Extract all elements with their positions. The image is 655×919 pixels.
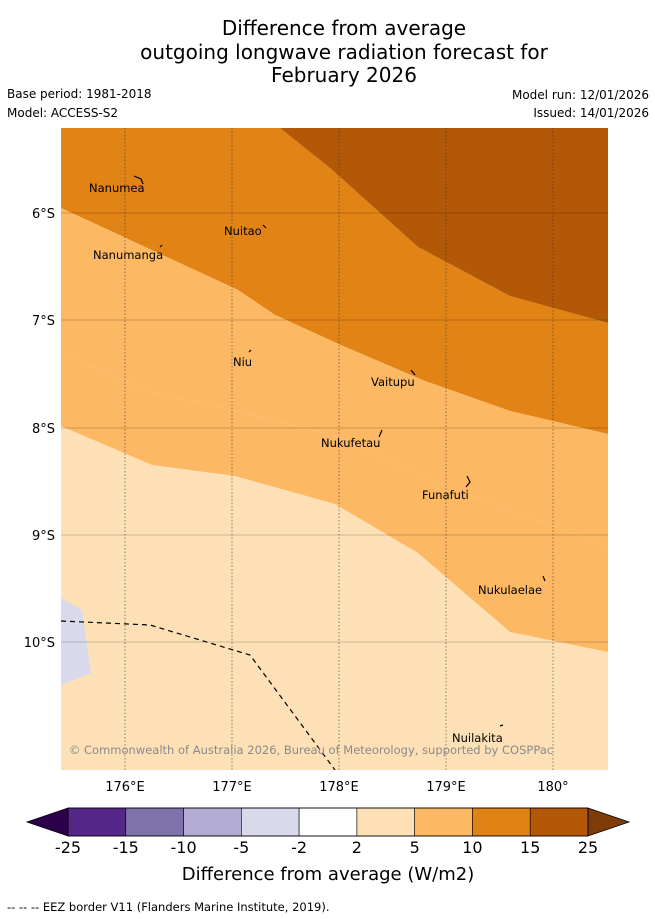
colorbar-tick-label: -2 bbox=[291, 838, 307, 857]
eez-footnote: -- -- -- EEZ border V11 (Flanders Marine… bbox=[7, 900, 329, 914]
anomaly-band-5-10 bbox=[61, 353, 608, 652]
place-label: Nanumea bbox=[89, 181, 145, 195]
lat-label: 6°S bbox=[32, 207, 55, 222]
base-period: Base period: 1981-2018 bbox=[7, 87, 152, 101]
island-nanumea bbox=[133, 175, 144, 185]
island-nukufetau bbox=[378, 429, 383, 438]
lon-label: 179°E bbox=[426, 780, 466, 795]
lat-label: 8°S bbox=[32, 422, 55, 437]
map-title: Difference from average outgoing longwav… bbox=[0, 16, 655, 88]
lon-label: 177°E bbox=[212, 780, 252, 795]
eez-border bbox=[61, 620, 336, 770]
colorbar-segment bbox=[183, 807, 242, 837]
place-label: Vaitupu bbox=[371, 375, 415, 389]
colorbar-tick-label: 5 bbox=[410, 838, 420, 857]
colorbar-tick-label: -15 bbox=[113, 838, 139, 857]
colorbar-tick-label: 10 bbox=[462, 838, 482, 857]
anomaly-band-15-25 bbox=[280, 128, 608, 323]
place-label: Nukulaelae bbox=[478, 583, 542, 597]
colorbar-segment bbox=[125, 807, 184, 837]
map-plot-area: Nanumea Nuitao Nanumanga Niu Vaitupu Nuk… bbox=[61, 128, 608, 770]
title-line-2: outgoing longwave radiation forecast for bbox=[140, 39, 548, 64]
island-niu bbox=[248, 349, 252, 353]
place-label: Nanumanga bbox=[93, 248, 163, 262]
lon-label: 176°E bbox=[105, 780, 145, 795]
colorbar-segment bbox=[472, 807, 531, 837]
colorbar-label: Difference from average (W/m2) bbox=[182, 864, 474, 885]
colorbar-segment bbox=[529, 807, 589, 837]
anomaly-band-2-5 bbox=[61, 426, 608, 770]
model-name: Model: ACCESS-S2 bbox=[7, 106, 119, 120]
colorbar-segment bbox=[298, 807, 358, 837]
anomaly-band-10-15 bbox=[61, 128, 608, 434]
colorbar-tick-label: -5 bbox=[233, 838, 249, 857]
lat-label: 9°S bbox=[32, 529, 55, 544]
colorbar-under-extension bbox=[25, 807, 69, 837]
colorbar-tick-label: 2 bbox=[352, 838, 362, 857]
issued-date: Issued: 14/01/2026 bbox=[533, 106, 649, 120]
colorbar-tick-label: 15 bbox=[520, 838, 540, 857]
lat-label: 7°S bbox=[32, 314, 55, 329]
latitude-gridlines bbox=[61, 212, 608, 643]
colorbar-segments bbox=[67, 807, 589, 837]
model-run: Model run: 12/01/2026 bbox=[511, 88, 649, 102]
colorbar: -25 -15 -10 -5 -2 2 5 10 15 25 Difference from av… bbox=[25, 807, 631, 885]
island-nukulaelae bbox=[542, 575, 546, 582]
place-label: Nuitao bbox=[224, 224, 262, 238]
colorbar-segment bbox=[241, 807, 300, 837]
place-label: Niu bbox=[233, 355, 252, 369]
island-funafuti bbox=[465, 475, 471, 488]
copyright-notice: © Commonwealth of Australia 2026, Bureau… bbox=[69, 743, 553, 757]
colorbar-segment bbox=[356, 807, 415, 837]
colorbar-segment bbox=[414, 807, 473, 837]
island-nuilakita bbox=[499, 724, 504, 727]
colorbar-tick-label: -10 bbox=[170, 838, 196, 857]
anomaly-patch-negative bbox=[61, 598, 91, 685]
anomaly-band-5-10-lower bbox=[61, 208, 608, 546]
colorbar-frame bbox=[67, 807, 589, 837]
colorbar-segment bbox=[67, 807, 127, 837]
island-vaitupu bbox=[410, 369, 416, 376]
colorbar-over-extension bbox=[587, 807, 631, 837]
lon-label: 180° bbox=[537, 780, 568, 795]
colorbar-tick-label: 25 bbox=[578, 838, 598, 857]
island-outlines bbox=[133, 175, 546, 727]
colorbar-ticks: -25 -15 -10 -5 -2 2 5 10 15 25 bbox=[55, 838, 598, 857]
island-nanumanga bbox=[159, 244, 163, 248]
title-line-3: February 2026 bbox=[271, 63, 417, 87]
place-label: Funafuti bbox=[422, 488, 469, 502]
place-label: Nuilakita bbox=[452, 731, 503, 745]
lat-label: 10°S bbox=[24, 636, 55, 651]
title-line-1: Difference from average bbox=[221, 16, 467, 40]
place-label: Nukufetau bbox=[321, 436, 380, 450]
island-nuitao bbox=[262, 224, 267, 229]
lon-label: 178°E bbox=[319, 780, 359, 795]
colorbar-tick-label: -25 bbox=[55, 838, 81, 857]
